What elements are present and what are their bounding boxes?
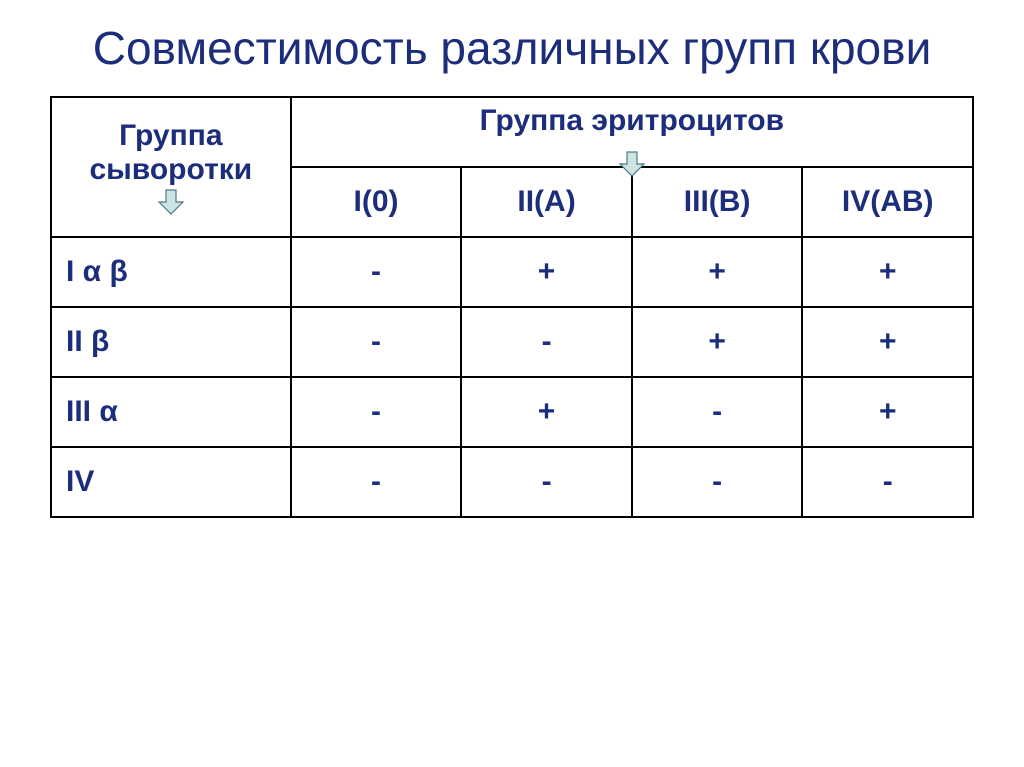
row-header: II β [51,307,291,377]
col-header: II(A) [461,167,632,237]
data-cell: + [632,307,803,377]
data-cell: - [632,377,803,447]
serum-group-header: Группасыворотки [51,97,291,237]
table-row: II β - - + + [51,307,973,377]
compatibility-table-container: Группасыворотки Группа эритроцитов [50,96,974,518]
page-title: Совместимость различных групп крови [50,20,974,78]
col-header: III(B) [632,167,803,237]
serum-group-label: Группасыворотки [89,119,252,187]
erythrocyte-group-header: Группа эритроцитов [291,97,973,167]
data-cell: + [802,237,973,307]
table-row: I α β - + + + [51,237,973,307]
data-cell: + [802,307,973,377]
erythrocyte-group-label: Группа эритроцитов [480,104,784,138]
data-cell: + [632,237,803,307]
data-cell: + [802,377,973,447]
data-cell: - [291,377,462,447]
data-cell: - [802,447,973,517]
compatibility-table: Группасыворотки Группа эритроцитов [50,96,974,518]
table-row: IV - - - - [51,447,973,517]
data-cell: + [461,377,632,447]
data-cell: - [291,237,462,307]
arrow-down-icon [157,189,185,215]
col-header: IV(AB) [802,167,973,237]
table-header-row-1: Группасыворотки Группа эритроцитов [51,97,973,167]
row-header: IV [51,447,291,517]
col-header: I(0) [291,167,462,237]
table-row: III α - + - + [51,377,973,447]
row-header: III α [51,377,291,447]
data-cell: - [461,307,632,377]
data-cell: - [461,447,632,517]
arrow-down-icon [618,151,646,177]
data-cell: - [632,447,803,517]
row-header: I α β [51,237,291,307]
data-cell: + [461,237,632,307]
data-cell: - [291,307,462,377]
data-cell: - [291,447,462,517]
